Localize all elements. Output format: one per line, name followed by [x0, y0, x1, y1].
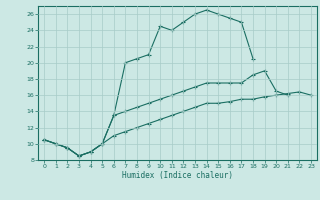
- X-axis label: Humidex (Indice chaleur): Humidex (Indice chaleur): [122, 171, 233, 180]
